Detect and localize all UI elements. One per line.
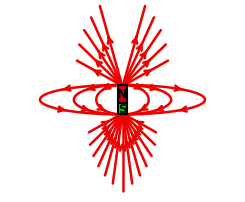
Bar: [118, 85, 127, 103]
Text: S: S: [118, 103, 127, 116]
Text: N: N: [117, 88, 128, 101]
Bar: [118, 103, 127, 115]
